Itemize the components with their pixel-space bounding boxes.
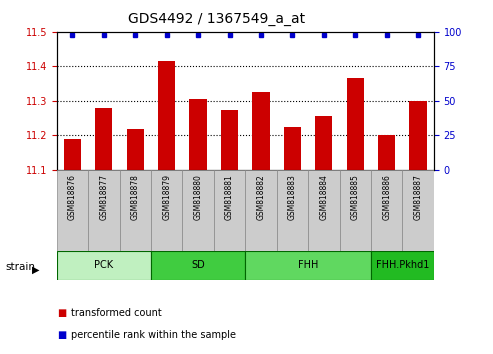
Bar	[347, 79, 364, 170]
Text: GSM818884: GSM818884	[319, 174, 328, 220]
Bar	[214, 170, 246, 251]
Text: GDS4492 / 1367549_a_at: GDS4492 / 1367549_a_at	[128, 12, 306, 27]
Bar	[340, 170, 371, 251]
Bar	[64, 139, 81, 170]
Text: GSM818877: GSM818877	[99, 174, 108, 220]
Bar	[277, 170, 308, 251]
Bar	[315, 116, 332, 170]
Bar	[151, 251, 245, 280]
Bar	[308, 170, 340, 251]
Bar	[88, 170, 119, 251]
Text: GSM818881: GSM818881	[225, 174, 234, 220]
Text: FHH.Pkhd1: FHH.Pkhd1	[376, 261, 429, 270]
Bar	[371, 170, 402, 251]
Text: GSM818883: GSM818883	[288, 174, 297, 220]
Text: ■: ■	[57, 330, 66, 339]
Text: GSM818882: GSM818882	[256, 174, 266, 220]
Text: GSM818879: GSM818879	[162, 174, 171, 220]
Text: GSM818876: GSM818876	[68, 174, 77, 220]
Bar	[371, 251, 434, 280]
Bar	[57, 251, 151, 280]
Bar	[410, 101, 427, 170]
Text: FHH: FHH	[298, 261, 318, 270]
Bar	[158, 61, 176, 170]
Text: PCK: PCK	[94, 261, 113, 270]
Bar	[57, 170, 88, 251]
Bar	[182, 170, 214, 251]
Text: percentile rank within the sample: percentile rank within the sample	[71, 330, 237, 339]
Text: ■: ■	[57, 308, 66, 318]
Text: GSM818885: GSM818885	[351, 174, 360, 220]
Bar	[127, 129, 144, 170]
Bar	[284, 127, 301, 170]
Text: SD: SD	[191, 261, 205, 270]
Bar	[378, 136, 395, 170]
Text: ▶: ▶	[32, 265, 39, 275]
Bar	[189, 99, 207, 170]
Text: GSM818886: GSM818886	[382, 174, 391, 220]
Bar	[151, 170, 182, 251]
Bar	[119, 170, 151, 251]
Text: transformed count: transformed count	[71, 308, 162, 318]
Bar	[402, 170, 434, 251]
Bar	[221, 109, 238, 170]
Bar	[245, 251, 371, 280]
Bar	[95, 108, 112, 170]
Bar	[252, 92, 270, 170]
Text: GSM818878: GSM818878	[131, 174, 140, 220]
Text: GSM818880: GSM818880	[194, 174, 203, 220]
Bar	[245, 170, 277, 251]
Text: GSM818887: GSM818887	[414, 174, 423, 220]
Text: strain: strain	[5, 262, 35, 272]
